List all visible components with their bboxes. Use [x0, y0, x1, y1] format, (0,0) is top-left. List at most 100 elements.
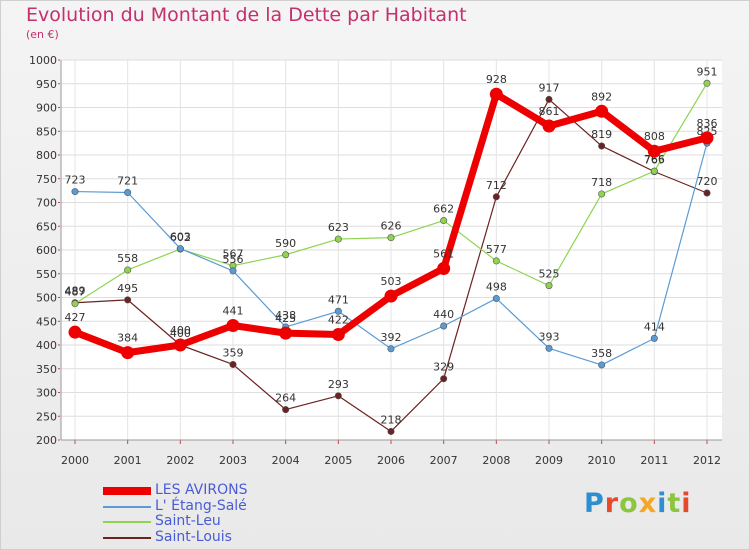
data-point-l-tang-sal [176, 245, 184, 253]
y-tick-label: 400 [36, 339, 57, 352]
logo-letter: x [638, 488, 658, 519]
data-label-saint-louis: 293 [328, 378, 349, 391]
data-label-les-avirons: 503 [381, 275, 402, 288]
data-label-les-avirons: 861 [539, 105, 560, 118]
data-label-l-tang-sal: 721 [117, 175, 138, 188]
data-label-l-tang-sal: 498 [486, 280, 507, 293]
y-tick-label: 750 [36, 173, 57, 186]
data-label-saint-leu: 525 [539, 268, 560, 281]
y-tick-label: 450 [36, 315, 57, 328]
y-tick-label: 1000 [29, 54, 57, 67]
logo-letter: i [681, 488, 692, 519]
data-label-saint-louis: 720 [697, 175, 718, 188]
data-point-les-avirons [173, 338, 187, 352]
y-tick-label: 550 [36, 268, 57, 281]
data-label-l-tang-sal: 471 [328, 293, 349, 306]
logo-letter: P [584, 488, 605, 519]
data-point-saint-leu [282, 251, 290, 259]
data-label-l-tang-sal: 603 [170, 231, 191, 244]
data-label-l-tang-sal: 358 [591, 347, 612, 360]
chart-subtitle: (en €) [26, 28, 59, 41]
data-label-saint-leu: 577 [486, 243, 507, 256]
data-label-saint-louis: 359 [223, 346, 244, 359]
data-point-saint-louis [229, 360, 237, 368]
legend-label: L' Étang-Salé [155, 497, 247, 514]
data-label-les-avirons: 561 [433, 248, 454, 261]
data-point-l-tang-sal [387, 345, 395, 353]
data-label-saint-leu: 626 [381, 220, 402, 233]
data-point-les-avirons [121, 346, 135, 360]
data-label-saint-leu: 567 [223, 248, 244, 261]
data-label-saint-leu: 951 [697, 65, 718, 78]
legend-swatch [103, 487, 151, 495]
x-tick-label: 2003 [219, 454, 247, 467]
y-tick-label: 250 [36, 410, 57, 423]
legend-label: Saint-Leu [155, 513, 221, 529]
data-point-l-tang-sal [545, 344, 553, 352]
data-label-les-avirons: 892 [591, 90, 612, 103]
x-tick-label: 2008 [482, 454, 510, 467]
data-point-saint-louis [124, 296, 132, 304]
data-label-les-avirons: 928 [486, 73, 507, 86]
data-point-l-tang-sal [124, 189, 132, 197]
data-point-l-tang-sal [492, 294, 500, 302]
data-point-les-avirons [384, 289, 398, 303]
data-label-saint-louis: 218 [381, 413, 402, 426]
data-point-les-avirons [279, 326, 293, 340]
x-tick-label: 2006 [377, 454, 405, 467]
data-point-saint-leu [334, 235, 342, 243]
legend-label: LES AVIRONS [155, 482, 248, 498]
data-label-les-avirons: 422 [328, 314, 349, 327]
x-tick-label: 2001 [114, 454, 142, 467]
chart-title: Evolution du Montant de la Dette par Hab… [26, 4, 467, 26]
y-tick-label: 900 [36, 102, 57, 115]
data-point-les-avirons [700, 131, 714, 145]
logo-letter: o [619, 488, 639, 519]
data-label-saint-leu: 766 [644, 153, 665, 166]
x-tick-label: 2004 [272, 454, 300, 467]
data-label-l-tang-sal: 556 [223, 253, 244, 266]
data-label-saint-louis: 917 [539, 81, 560, 94]
x-tick-label: 2010 [588, 454, 616, 467]
data-point-saint-louis [387, 427, 395, 435]
y-tick-label: 700 [36, 197, 57, 210]
data-label-l-tang-sal: 392 [381, 331, 402, 344]
data-label-l-tang-sal: 393 [539, 330, 560, 343]
data-label-les-avirons: 808 [644, 130, 665, 143]
data-point-les-avirons [542, 119, 556, 133]
data-label-l-tang-sal: 440 [433, 308, 454, 321]
logo-letter: i [657, 488, 668, 519]
data-point-les-avirons [68, 325, 82, 339]
data-point-les-avirons [226, 319, 240, 333]
data-point-l-tang-sal [650, 334, 658, 342]
y-tick-label: 650 [36, 220, 57, 233]
data-point-saint-louis [492, 193, 500, 201]
data-label-saint-louis: 819 [591, 128, 612, 141]
data-label-saint-leu: 718 [591, 176, 612, 189]
y-tick-label: 200 [36, 434, 57, 447]
data-label-les-avirons: 400 [170, 324, 191, 337]
data-label-l-tang-sal: 414 [644, 320, 665, 333]
data-point-l-tang-sal [598, 361, 606, 369]
x-tick-label: 2000 [61, 454, 89, 467]
logo-letter: r [604, 488, 620, 519]
data-point-saint-leu [492, 257, 500, 265]
legend-label: Saint-Louis [155, 528, 232, 545]
y-tick-label: 800 [36, 149, 57, 162]
data-point-l-tang-sal [440, 322, 448, 330]
data-point-saint-louis [282, 406, 290, 414]
data-point-les-avirons [437, 262, 451, 276]
legend-swatch [103, 505, 151, 508]
data-label-l-tang-sal: 438 [275, 309, 296, 322]
data-label-saint-louis: 400 [170, 327, 191, 340]
data-label-saint-leu: 623 [328, 221, 349, 234]
legend-swatch [103, 536, 151, 539]
proxiti-logo: Proxiti [584, 488, 692, 519]
data-point-saint-leu [387, 234, 395, 242]
data-point-saint-louis [334, 392, 342, 400]
data-point-saint-leu [440, 217, 448, 225]
data-label-saint-leu: 602 [170, 231, 191, 244]
data-label-saint-louis: 712 [486, 179, 507, 192]
data-point-l-tang-sal [71, 188, 79, 196]
